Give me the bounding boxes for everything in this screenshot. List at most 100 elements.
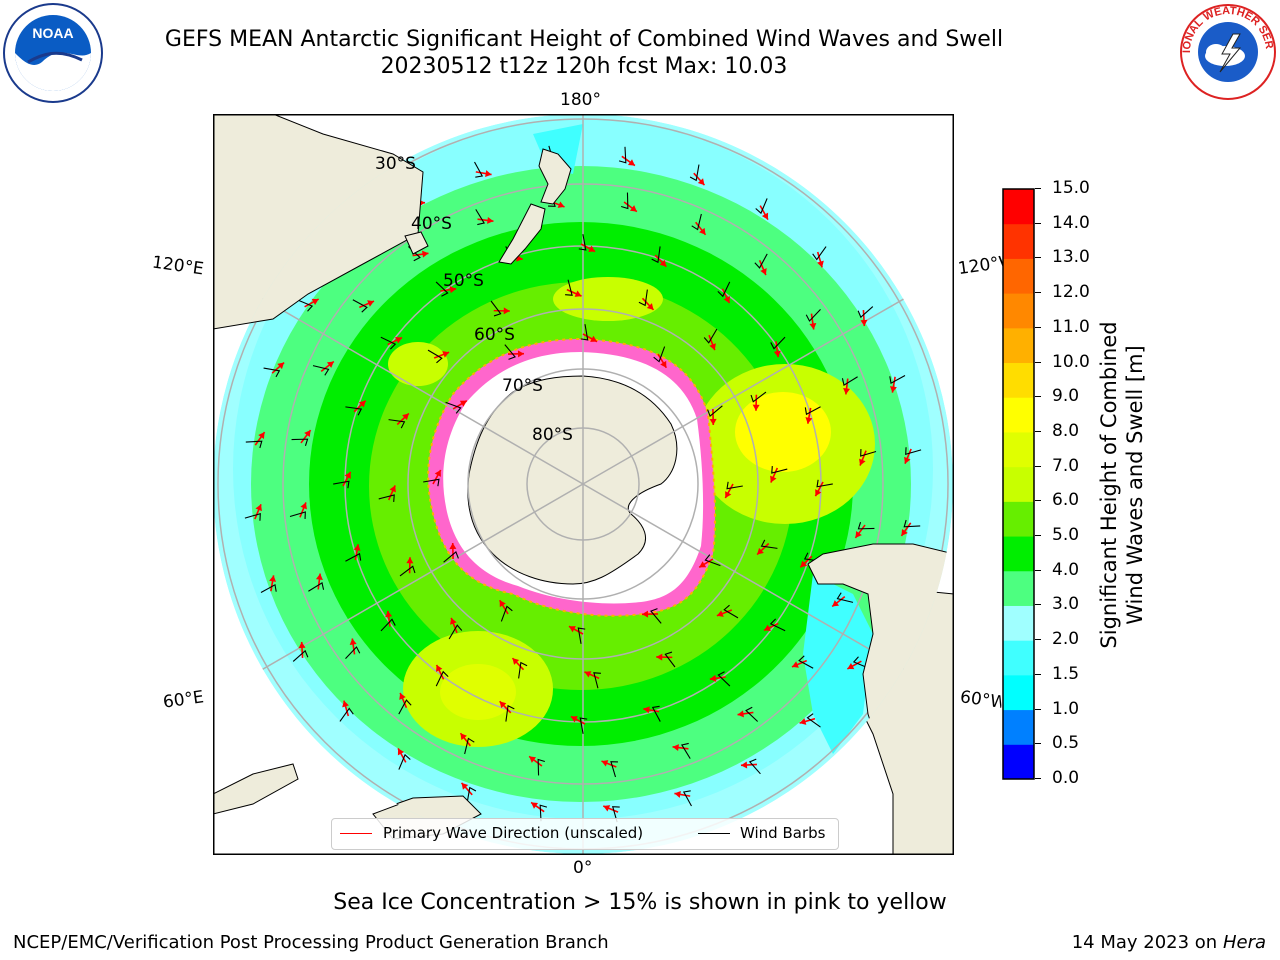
noaa-logo: NOAA <box>3 3 103 103</box>
wave-direction-arrowhead <box>699 227 706 235</box>
colorbar-tick-mark <box>1035 396 1041 398</box>
wave-direction-arrowhead <box>799 718 807 725</box>
wind-barb <box>245 440 263 449</box>
wave-direction-arrowhead <box>315 573 323 580</box>
wind-barb <box>651 705 661 722</box>
wind-barb <box>312 365 330 376</box>
wave-direction-arrowhead <box>699 561 707 568</box>
wave-direction-arrowhead <box>757 547 764 555</box>
wave-direction-arrowhead <box>450 617 457 625</box>
colorbar-cell <box>1003 536 1034 572</box>
wind-barb <box>852 656 869 669</box>
wave-direction-arrowhead <box>773 350 781 358</box>
wind-barb <box>579 717 588 734</box>
wind-barb <box>427 349 443 364</box>
colorbar-tick-label: 5.0 <box>1052 525 1080 546</box>
wind-barb <box>860 449 877 457</box>
colorbar-tick-mark <box>1035 361 1041 363</box>
tasmania <box>404 231 429 255</box>
wave-hotspot-east-peak <box>735 392 831 472</box>
wave-direction-arrowhead <box>709 343 716 351</box>
wind-barb <box>857 306 874 319</box>
wind-barb <box>518 661 528 679</box>
wind-barb <box>474 161 484 178</box>
colorbar-cell <box>1003 258 1034 294</box>
colorbar-cell <box>1003 744 1034 780</box>
colorbar-title: Significant Height of Combined Wind Wave… <box>1096 321 1148 648</box>
wave-direction-arrowhead <box>843 388 851 395</box>
wind-barb <box>577 627 586 644</box>
wind-barb <box>380 618 396 632</box>
wave-direction-arrowhead <box>311 298 319 306</box>
wind-barb <box>717 671 731 687</box>
wave-direction-arrowhead <box>499 600 506 608</box>
wave-direction-arrowhead <box>358 400 366 408</box>
colorbar-tick-mark <box>1035 326 1041 328</box>
low-wave-patch-sa <box>803 574 873 754</box>
wind-barb <box>380 336 397 350</box>
wave-direction-arrowhead <box>442 351 450 358</box>
wave-direction-arrowhead <box>485 170 492 178</box>
wind-barb <box>345 552 362 562</box>
colorbar-tick-label: 8.0 <box>1052 420 1080 441</box>
wave-direction-arrowhead <box>601 760 609 767</box>
wave-direction-arrowhead <box>643 706 650 714</box>
wind-barb <box>565 279 573 296</box>
wave-direction-arrowhead <box>449 543 457 550</box>
wave-direction-arrowhead <box>847 662 855 670</box>
wind-barb <box>836 592 854 603</box>
colorbar-tick-mark <box>1035 604 1041 606</box>
wave-direction-arrowhead <box>512 658 520 665</box>
new-zealand-north <box>538 148 572 205</box>
wind-barb <box>504 344 516 360</box>
wave-direction-arrowhead <box>399 692 406 700</box>
wind-barb <box>345 646 361 660</box>
colorbar-tick-mark <box>1035 639 1041 641</box>
wave-direction-arrowhead <box>603 805 611 812</box>
colorbar-tick-mark <box>1035 257 1041 259</box>
wave-direction-arrowhead <box>326 361 334 368</box>
colorbar-tick-mark <box>1035 222 1041 224</box>
wind-barb <box>435 281 449 297</box>
colorbar-tick-mark <box>1035 430 1041 432</box>
colorbar-tick-mark <box>1035 188 1041 189</box>
wind-barb <box>905 447 922 456</box>
wave-direction-arrowhead <box>791 661 799 668</box>
wave-direction-arrowhead <box>367 300 375 307</box>
wave-direction-arrowhead <box>817 260 824 268</box>
wind-barb <box>682 790 692 807</box>
wind-barb <box>689 164 700 182</box>
lon-label-lower-right: 60°W <box>958 687 1004 713</box>
wind-barb <box>352 299 368 313</box>
lon-label-upper-right: 120°W <box>956 252 1006 280</box>
wave-direction-arrowhead <box>763 624 771 631</box>
wind-barb <box>289 511 306 519</box>
wave-direction-arrowhead <box>697 178 705 186</box>
wind-barb <box>339 707 354 722</box>
wave-direction-arrowhead <box>402 413 409 421</box>
wave-direction-arrowhead <box>255 504 262 512</box>
wind-barb <box>755 198 768 215</box>
wave-direction-arrowhead <box>805 417 813 424</box>
legend-swatch-wind-barbs <box>698 833 730 834</box>
sea-ice-edge <box>427 337 717 617</box>
wave-direction-arrowhead <box>709 674 717 682</box>
wind-barb <box>760 539 778 549</box>
chart-subtitle: 20230512 t12z 120h fcst Max: 10.03 <box>380 54 788 79</box>
wave-direction-arrowhead <box>406 557 414 564</box>
wave-direction-arrowhead <box>901 528 908 536</box>
legend-label-wave-direction: Primary Wave Direction (unscaled) <box>383 824 644 842</box>
wind-barb <box>505 704 515 722</box>
wind-barb <box>244 512 261 521</box>
colorbar-cell <box>1003 501 1034 537</box>
wave-direction-arrowhead <box>760 268 767 276</box>
colorbar-tick-label: 9.0 <box>1052 386 1080 407</box>
colorbar-cell <box>1003 189 1034 225</box>
wind-barb <box>621 192 629 210</box>
wave-direction-arrowhead <box>529 756 537 763</box>
colorbar-tick-mark <box>1035 535 1041 537</box>
lat-label-70s: 70°S <box>502 376 543 396</box>
wave-direction-arrowhead <box>629 205 637 212</box>
map-legend: Primary Wave Direction (unscaled) Wind B… <box>331 818 839 850</box>
wind-barb <box>798 655 814 669</box>
